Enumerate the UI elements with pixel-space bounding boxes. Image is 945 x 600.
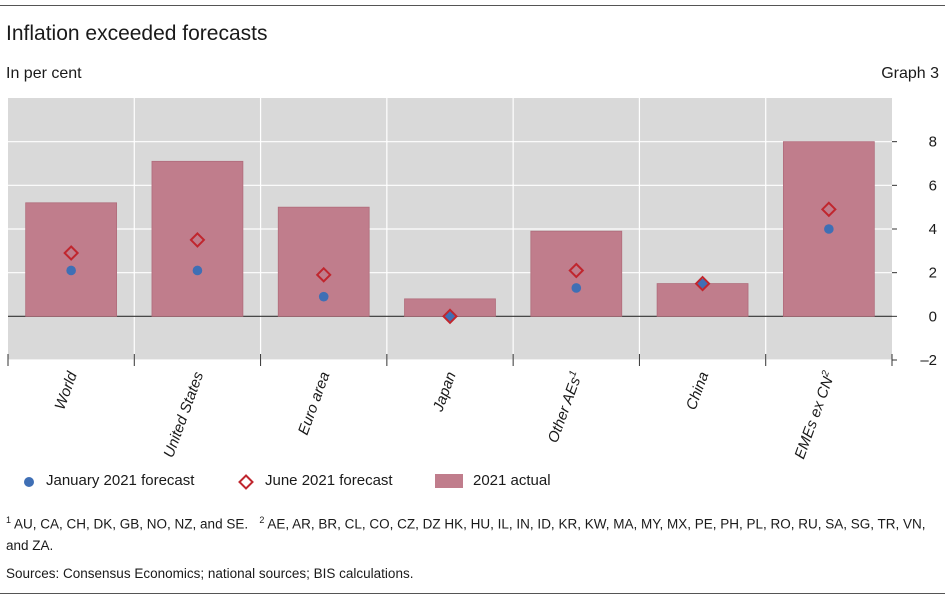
june-diamond (694, 275, 711, 292)
dot-icon (24, 477, 34, 487)
x-category-label: Euro area (295, 370, 334, 438)
y-tick-label: 0 (929, 308, 937, 325)
january-dot (697, 278, 708, 289)
y-tick-label: –2 (920, 352, 937, 369)
legend-label-january: January 2021 forecast (46, 472, 195, 489)
january-dot (445, 311, 455, 322)
bar (151, 160, 244, 317)
chart: –2 0 2 4 6 8 World United States Euro area Japan… (7, 98, 937, 461)
bar (530, 230, 623, 317)
june-markers (63, 201, 837, 325)
graph-number: Graph 3 (881, 65, 939, 82)
bar-swatch-icon (435, 474, 463, 488)
january-dot (318, 291, 329, 302)
june-diamond (63, 245, 80, 261)
june-diamond (442, 308, 458, 325)
x-category-label: EMEs ex CN2 (790, 369, 838, 461)
x-category-label: United States (160, 369, 207, 460)
x-category-label: Japan (429, 370, 459, 415)
x-category-label: China (683, 370, 712, 413)
x-category-label: Other AEs1 (544, 369, 586, 445)
june-diamond (189, 232, 206, 248)
june-diamond (568, 262, 585, 279)
footnote-2: AE, AR, BR, CL, CO, CZ, DZ HK, HU, IL, I… (6, 516, 926, 553)
footnote-1-marker: 1 (6, 515, 12, 525)
unit-label: In per cent (6, 65, 82, 82)
january-markers (66, 224, 834, 322)
y-axis: –2 0 2 4 6 8 (892, 134, 937, 369)
diamond-icon (238, 474, 254, 490)
june-diamond (315, 266, 332, 283)
bar (656, 283, 749, 317)
x-axis: World United States Euro area Japan Other AE… (7, 354, 893, 461)
january-dot (571, 283, 582, 293)
y-tick-label: 6 (929, 177, 937, 194)
top-rule (0, 5, 945, 6)
footnotes: 1 AU, CA, CH, DK, GB, NO, NZ, and SE. 2 … (6, 510, 941, 556)
legend-label-june: June 2021 forecast (265, 472, 393, 489)
footnote-2-marker: 2 (259, 515, 265, 525)
january-dot (66, 265, 76, 276)
footnote-1: AU, CA, CH, DK, GB, NO, NZ, and SE. (14, 516, 249, 532)
legend-label-actual: 2021 actual (473, 472, 551, 489)
y-tick-label: 8 (929, 134, 937, 151)
y-tick-label: 2 (929, 265, 937, 282)
x-category-label: World (52, 369, 82, 412)
june-diamond (820, 201, 837, 218)
sources: Sources: Consensus Economics; national s… (6, 566, 414, 581)
chart-title: Inflation exceeded forecasts (6, 22, 268, 45)
bottom-rule (0, 593, 945, 594)
january-dot (824, 224, 834, 234)
y-tick-label: 4 (929, 221, 937, 238)
january-dot (192, 265, 203, 276)
